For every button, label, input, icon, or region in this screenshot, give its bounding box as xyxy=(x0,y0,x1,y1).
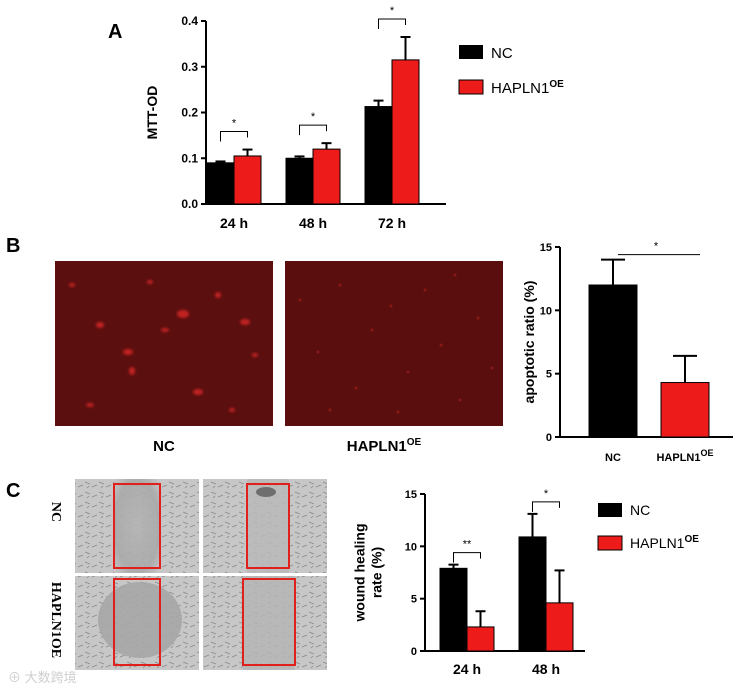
fluorescence-image-oe xyxy=(285,261,503,426)
chart-c-y-title: wound healing rate (%) xyxy=(352,524,385,623)
wound-image-nc-48h xyxy=(203,479,327,573)
chart-a-x-tick-label: 48 h xyxy=(299,215,327,231)
image-label-oe-sup: OE xyxy=(407,437,422,448)
chart-c-sig-bracket xyxy=(532,501,560,512)
wound-row-label-oe: HAPLN1OE xyxy=(48,582,63,658)
legend-c-oe-label: HAPLN1OE xyxy=(630,534,699,551)
chart-c-y-title-line: wound healing xyxy=(352,524,368,623)
chart-b-y-tick-label: 15 xyxy=(540,242,552,254)
chart-a-sig-bracket xyxy=(299,124,327,136)
legend-a-nc-swatch xyxy=(459,45,483,59)
chart-c-y-tick-label: 0 xyxy=(411,646,417,658)
chart-c-wound-healing: 0 5 10 15 wound healing rate (%) 24 h ** 48 h * xyxy=(352,488,585,677)
chart-c-bar xyxy=(439,567,468,652)
chart-a-sig-label: * xyxy=(390,5,395,17)
legend-c-nc-swatch xyxy=(598,503,622,517)
chart-b-sig-label: * xyxy=(654,241,659,253)
chart-a-bar xyxy=(391,59,420,205)
chart-b-y-title-text: apoptotic ratio (%) xyxy=(521,281,537,404)
chart-b-x-tick-label-nc: NC xyxy=(605,452,621,464)
chart-a-y-title: MTT-OD xyxy=(144,86,160,140)
wound-image-oe-24h xyxy=(75,576,199,670)
chart-a-y-tick-label: 0.1 xyxy=(181,151,198,165)
legend-a-oe-base: HAPLN1 xyxy=(491,80,549,97)
chart-a-sig-label: * xyxy=(232,118,237,130)
fluorescence-image-nc xyxy=(55,261,273,426)
panel-label-b: B xyxy=(6,235,20,257)
chart-b-bar xyxy=(588,284,638,438)
chart-a-y-tick-label: 0.0 xyxy=(181,197,198,211)
legend-c-nc-label: NC xyxy=(630,502,650,518)
wound-image-nc-24h xyxy=(75,479,199,573)
image-label-oe: HAPLN1OE xyxy=(347,437,422,455)
legend-c-oe-base: HAPLN1 xyxy=(630,535,685,551)
watermark-text: ⊕ 大数跨境 xyxy=(8,670,77,685)
chart-a-bar xyxy=(312,148,341,205)
legend-a-oe-label: HAPLN1OE xyxy=(491,79,564,97)
chart-c-y-tick-label: 5 xyxy=(411,594,417,606)
chart-a-sig-bracket xyxy=(220,131,248,142)
chart-b-y-tick-label: 0 xyxy=(546,432,552,444)
legend-a-nc-label: NC xyxy=(491,45,513,62)
chart-a-sig-bracket xyxy=(378,18,406,30)
chart-a-y-tick-label: 0.2 xyxy=(181,106,198,120)
chart-a-y-title-line: MTT-OD xyxy=(144,86,160,140)
chart-b-bar xyxy=(660,382,710,438)
chart-a-y-tick-label: 0.3 xyxy=(181,60,198,74)
chart-c-x-tick-label: 48 h xyxy=(532,661,560,677)
chart-a-bar xyxy=(285,157,314,205)
image-label-nc: NC xyxy=(153,438,175,455)
chart-b-y-tick-label: 10 xyxy=(540,305,552,317)
chart-c-sig-label: * xyxy=(544,488,549,500)
chart-c-bar xyxy=(466,626,495,652)
chart-c-y-tick-label: 10 xyxy=(405,541,417,553)
image-label-oe-base: HAPLN1 xyxy=(347,438,407,455)
chart-c-sig-label: ** xyxy=(463,539,472,551)
chart-a-bar xyxy=(364,106,393,205)
chart-c-bar xyxy=(518,536,547,652)
chart-a-bar xyxy=(233,155,262,205)
chart-b-y-tick-label: 5 xyxy=(546,369,552,381)
chart-c-y-tick-label: 15 xyxy=(405,489,417,501)
chart-a-x-tick-label: 24 h xyxy=(220,215,248,231)
panel-label-a: A xyxy=(108,21,122,43)
wound-row-label-nc: NC xyxy=(48,502,63,522)
chart-b-x-tick-label-oe: HAPLN1OE xyxy=(656,448,713,464)
chart-a-x-tick-label: 72 h xyxy=(378,215,406,231)
chart-b-y-title: apoptotic ratio (%) xyxy=(521,281,537,404)
chart-b-x-tick-label-oe-base: HAPLN1 xyxy=(656,452,700,464)
legend-c-oe-swatch xyxy=(597,535,623,551)
legend-a-oe-sup: OE xyxy=(549,79,564,90)
chart-b-apoptosis: 0 5 10 15 apoptotic ratio (%) NC HAPLN1OE * xyxy=(521,241,733,464)
legend-c-oe-sup: OE xyxy=(684,534,699,545)
wound-image-oe-48h xyxy=(203,576,327,670)
chart-c-bar xyxy=(545,602,574,652)
legend-a-oe-swatch xyxy=(458,79,484,95)
chart-c-sig-bracket xyxy=(453,552,481,563)
chart-c-x-tick-label: 24 h xyxy=(453,661,481,677)
chart-a-sig-label: * xyxy=(311,111,316,123)
panel-label-c: C xyxy=(6,480,20,502)
chart-b-x-tick-label-oe-sup: OE xyxy=(701,448,714,458)
chart-a-mtt: 0.0 0.1 0.2 0.3 0.4 MTT-OD 24 h * 48 h * 72 h * xyxy=(144,5,446,231)
chart-a-y-tick-label: 0.4 xyxy=(181,14,198,28)
chart-c-y-title-line: rate (%) xyxy=(369,547,385,598)
chart-a-bar xyxy=(206,162,235,205)
